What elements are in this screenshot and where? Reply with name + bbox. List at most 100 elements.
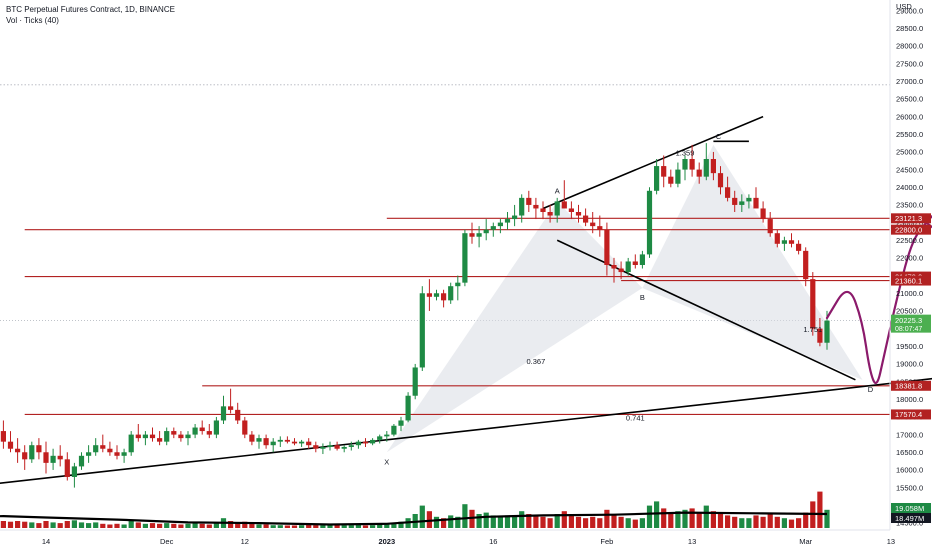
candle[interactable]: [810, 272, 816, 336]
candle[interactable]: [164, 427, 170, 446]
candle[interactable]: [7, 431, 14, 453]
candle[interactable]: [370, 438, 376, 446]
candle[interactable]: [313, 441, 319, 453]
candle[interactable]: [590, 212, 596, 234]
candle[interactable]: [306, 438, 312, 449]
projection-sketch[interactable]: [825, 221, 928, 385]
candle[interactable]: [575, 204, 582, 223]
candle[interactable]: [213, 416, 219, 439]
candle[interactable]: [362, 438, 369, 447]
candle[interactable]: [320, 443, 326, 455]
candle[interactable]: [57, 445, 63, 467]
candle[interactable]: [703, 143, 709, 181]
candle[interactable]: [228, 388, 234, 414]
candle[interactable]: [504, 212, 511, 230]
candle[interactable]: [611, 257, 617, 283]
candle[interactable]: [384, 431, 390, 442]
candle[interactable]: [774, 229, 780, 248]
candle[interactable]: [817, 318, 823, 347]
candle[interactable]: [78, 452, 85, 470]
candle[interactable]: [142, 431, 148, 446]
candle[interactable]: [157, 431, 163, 446]
candle[interactable]: [760, 201, 766, 223]
candle[interactable]: [497, 219, 503, 234]
candle[interactable]: [654, 159, 660, 195]
candle[interactable]: [788, 233, 795, 248]
candle[interactable]: [710, 151, 716, 181]
candle[interactable]: [341, 445, 347, 453]
candle[interactable]: [249, 431, 255, 446]
candle[interactable]: [93, 438, 99, 456]
candle[interactable]: [646, 187, 653, 258]
candle[interactable]: [206, 424, 212, 439]
candle[interactable]: [220, 395, 227, 424]
candle[interactable]: [235, 402, 241, 424]
candle[interactable]: [0, 420, 6, 449]
candle[interactable]: [36, 438, 42, 460]
candle[interactable]: [277, 436, 283, 447]
candle[interactable]: [661, 155, 667, 188]
candle[interactable]: [135, 424, 141, 442]
candle[interactable]: [334, 441, 340, 451]
candle[interactable]: [717, 166, 724, 195]
candle[interactable]: [29, 441, 35, 463]
candle[interactable]: [405, 392, 411, 423]
candle[interactable]: [583, 208, 589, 227]
candle[interactable]: [533, 197, 539, 220]
candle[interactable]: [512, 204, 518, 227]
candle[interactable]: [121, 448, 127, 463]
candle[interactable]: [753, 187, 759, 209]
candle[interactable]: [476, 226, 482, 248]
candle[interactable]: [767, 212, 773, 237]
candle[interactable]: [689, 144, 695, 177]
candle[interactable]: [561, 180, 567, 209]
candle[interactable]: [256, 434, 262, 449]
candle[interactable]: [526, 190, 532, 212]
trend-line[interactable]: [542, 115, 764, 210]
candle[interactable]: [781, 236, 787, 251]
candle[interactable]: [192, 424, 198, 439]
candle[interactable]: [469, 222, 475, 244]
candle[interactable]: [149, 427, 156, 442]
candle[interactable]: [114, 445, 120, 460]
candle[interactable]: [185, 431, 191, 446]
candle[interactable]: [284, 436, 290, 444]
candle[interactable]: [746, 194, 752, 209]
candle[interactable]: [426, 279, 432, 311]
candle[interactable]: [419, 286, 425, 371]
candle[interactable]: [43, 441, 49, 474]
candle[interactable]: [732, 190, 738, 212]
candle[interactable]: [22, 445, 28, 470]
candle[interactable]: [441, 289, 447, 308]
candle[interactable]: [178, 431, 184, 442]
candle[interactable]: [739, 194, 745, 212]
candle[interactable]: [462, 229, 468, 287]
candle[interactable]: [355, 439, 361, 449]
candle[interactable]: [391, 424, 397, 437]
candle[interactable]: [71, 462, 77, 488]
candle[interactable]: [15, 438, 21, 463]
candle[interactable]: [597, 215, 603, 237]
candle[interactable]: [604, 222, 610, 276]
candle[interactable]: [171, 427, 177, 439]
candle[interactable]: [412, 363, 418, 400]
candle[interactable]: [803, 247, 809, 287]
candle[interactable]: [128, 431, 134, 456]
candle[interactable]: [675, 162, 681, 188]
candle[interactable]: [540, 201, 546, 220]
candle[interactable]: [448, 282, 454, 304]
candle[interactable]: [398, 416, 404, 432]
candle[interactable]: [568, 201, 574, 220]
candle[interactable]: [242, 416, 248, 439]
candle[interactable]: [64, 452, 70, 481]
candle[interactable]: [100, 434, 106, 453]
candle[interactable]: [632, 254, 638, 269]
candle[interactable]: [50, 448, 56, 470]
candle[interactable]: [519, 194, 525, 223]
candle[interactable]: [107, 441, 113, 456]
candle[interactable]: [483, 219, 489, 241]
trend-line[interactable]: [0, 343, 932, 488]
candle[interactable]: [668, 169, 674, 188]
candle[interactable]: [639, 250, 645, 269]
candle[interactable]: [696, 162, 702, 184]
